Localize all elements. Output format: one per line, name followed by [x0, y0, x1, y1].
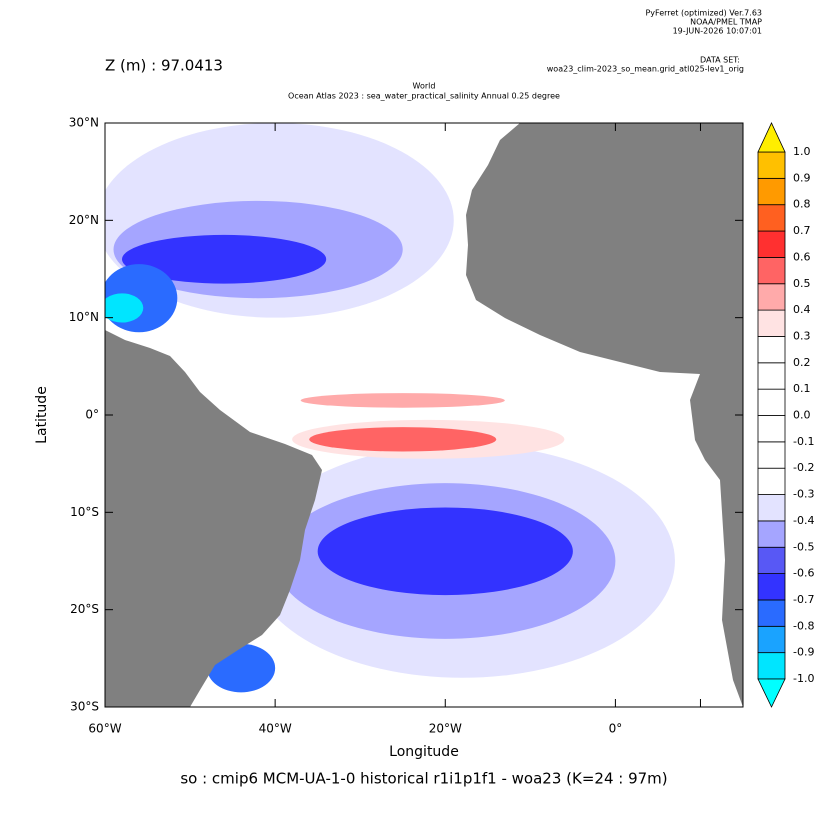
y-tick-label: 30°N: [69, 116, 99, 130]
colorbar-label: 1.0: [793, 145, 811, 158]
x-tick-label: 60°W: [88, 722, 121, 736]
x-axis-label: Longitude: [389, 744, 459, 760]
colorbar-label: -0.2: [793, 461, 814, 474]
colorbar-label: 0.9: [793, 171, 811, 184]
colorbar-box: [757, 177, 786, 206]
africa: [466, 123, 743, 707]
x-tick-label: 40°W: [259, 722, 292, 736]
field-patch: [300, 393, 505, 408]
colorbar-label: 0.1: [793, 382, 811, 395]
field-patch: [309, 427, 497, 452]
colorbar-box: [757, 309, 786, 337]
y-tick-label: 0°: [85, 408, 99, 422]
y-axis-label: Latitude: [34, 386, 50, 444]
colorbar-under: [757, 678, 786, 708]
colorbar-label: 0.6: [793, 250, 811, 263]
chart-subtitle: Ocean Atlas 2023 : sea_water_practical_s…: [288, 92, 560, 101]
colorbar-box: [757, 336, 786, 364]
header-line: PyFerret (optimized) Ver.7.63: [645, 9, 762, 18]
colorbar-label: -0.4: [793, 514, 814, 527]
field-patch: [122, 234, 327, 284]
y-tick-label: 20°S: [70, 602, 99, 616]
south-america: [105, 330, 322, 707]
y-tick-label: 30°S: [70, 700, 99, 714]
colorbar-box: [757, 546, 786, 575]
colorbar-box: [757, 573, 786, 601]
colorbar-box: [757, 494, 786, 522]
colorbar-box: [757, 151, 786, 179]
colorbar-label: -0.7: [793, 593, 814, 606]
colorbar-box: [757, 625, 786, 654]
y-tick-label: 10°S: [70, 505, 99, 519]
colorbar-label: -0.5: [793, 540, 814, 553]
colorbar-label: -0.3: [793, 488, 814, 501]
colorbar: -1.0 -0.9 -0.8 -0.7 -0.6 -0.5 -0.4 -0.3 -0.2 -0.1…: [757, 122, 814, 708]
colorbar-box: [757, 599, 786, 627]
dataset: woa23_clim-2023_so_mean.grid_atl025-lev1…: [547, 65, 744, 74]
y-tick-label: 10°N: [69, 310, 99, 324]
colorbar-label: -0.1: [793, 435, 814, 448]
colorbar-label: 0.5: [793, 277, 811, 290]
caption: so : cmip6 MCM-UA-1-0 historical r1i1p1f…: [180, 770, 667, 788]
colorbar-box: [757, 415, 786, 443]
colorbar-box: [757, 283, 786, 311]
colorbar-label: 0.4: [793, 303, 811, 316]
colorbar-label: -0.9: [793, 646, 814, 659]
field-patch: [105, 293, 144, 323]
colorbar-over: [757, 122, 786, 153]
colorbar-label: -0.6: [793, 567, 814, 580]
colorbar-label: 0.3: [793, 329, 811, 342]
field-patch: [317, 507, 573, 596]
colorbar-box: [757, 362, 786, 390]
colorbar-label: -0.8: [793, 619, 814, 632]
colorbar-box: [757, 520, 786, 548]
header-line: 19-JUN-2026 10:07:01: [673, 27, 762, 36]
land: [105, 123, 743, 707]
dataset-label: DATA SET:: [700, 56, 740, 65]
colorbar-box: [757, 388, 786, 416]
axes: 60°W 40°W 20°W 0° 30°N 20°N 10°N 0° 10°S 20°S 30°S: [69, 116, 743, 736]
colorbar-box: [757, 256, 786, 285]
colorbar-box: [757, 230, 786, 258]
colorbar-label: 0.0: [793, 409, 811, 422]
colorbar-box: [757, 441, 786, 469]
colorbar-box: [757, 652, 786, 680]
colorbar-label: 0.8: [793, 198, 811, 211]
chart-title: World: [413, 82, 436, 91]
y-tick-label: 20°N: [69, 213, 99, 227]
header-line: NOAA/PMEL TMAP: [690, 18, 762, 27]
x-tick-label: 20°W: [429, 722, 462, 736]
colorbar-label: 0.7: [793, 224, 811, 237]
x-tick-label: 0°: [609, 722, 623, 736]
colorbar-label: 0.2: [793, 356, 811, 369]
colorbar-box: [757, 467, 786, 495]
depth-label: Z (m) : 97.0413: [105, 57, 223, 75]
colorbar-label: -1.0: [793, 672, 814, 685]
colorbar-box: [757, 204, 786, 232]
